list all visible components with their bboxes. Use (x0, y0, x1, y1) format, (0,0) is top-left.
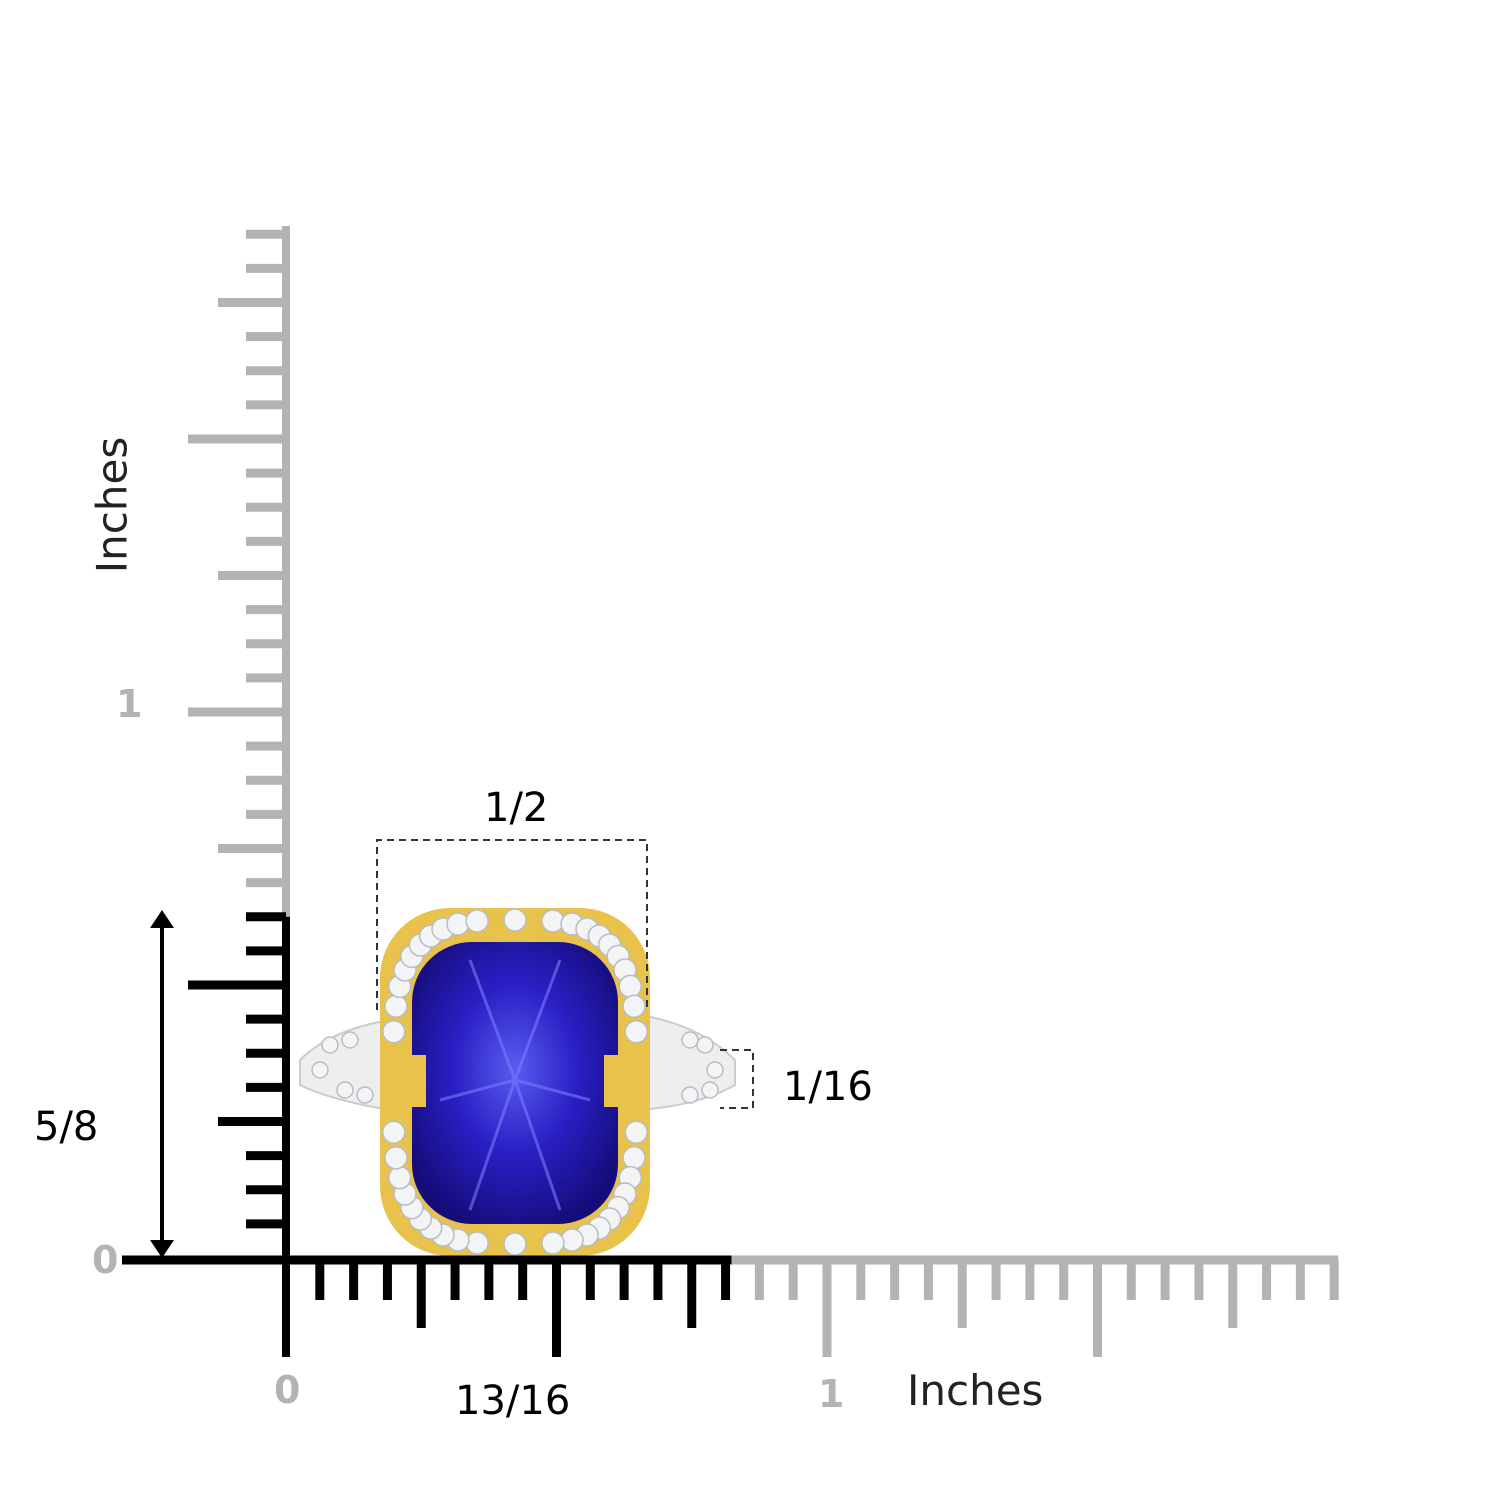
diamond-icon (622, 1146, 646, 1170)
diamond-icon (624, 1120, 649, 1145)
diamond-icon (681, 1031, 699, 1049)
diamond-icon (356, 1086, 374, 1104)
diamond-icon (560, 1228, 584, 1252)
vertical-ruler (188, 226, 290, 1258)
diamond-icon (701, 1081, 719, 1099)
vertical-tick-label-0: 0 (92, 1238, 119, 1282)
side-bar-setting (380, 1055, 426, 1107)
diamond-icon (384, 1146, 408, 1170)
diamond-icon (381, 1120, 406, 1145)
diamond-icon (336, 1081, 354, 1099)
band-width-bracket (720, 1049, 754, 1109)
diamond-icon (381, 1019, 406, 1044)
diamond-icon (706, 1061, 724, 1079)
ring-width-label: 13/16 (455, 1378, 571, 1424)
diamond-icon (387, 1165, 412, 1190)
diamond-icon (503, 908, 527, 932)
diamond-icon (321, 1036, 339, 1054)
vertical-tick-label-1: 1 (116, 682, 143, 726)
diamond-icon (624, 1019, 649, 1044)
diamond-icon (465, 909, 489, 933)
diamond-icon (465, 1231, 489, 1255)
vertical-unit-label: Inches (87, 436, 137, 574)
ring-image (299, 908, 736, 1256)
horizontal-unit-label: Inches (907, 1366, 1044, 1415)
diamond-icon (446, 912, 470, 936)
diamond-icon (696, 1036, 714, 1054)
height-arrow (150, 910, 174, 1258)
ring-height-label: 5/8 (34, 1104, 99, 1150)
diamond-icon (681, 1086, 699, 1104)
horizontal-tick-label-0: 0 (274, 1368, 301, 1412)
diamond-icon (503, 1232, 527, 1256)
dimension-guides (376, 839, 754, 1109)
horizontal-ruler (122, 1255, 1339, 1357)
top-width-bracket (376, 839, 648, 1010)
top-width-label: 1/2 (484, 785, 549, 831)
diamond-icon (541, 1231, 565, 1255)
diamond-icon (311, 1061, 329, 1079)
gem-facets (439, 959, 591, 1211)
horizontal-tick-label-1: 1 (818, 1372, 845, 1416)
diamond-icon (622, 994, 646, 1018)
arrow-up-icon (150, 910, 174, 928)
diamond-icon (541, 909, 565, 933)
side-bar-setting (604, 1055, 650, 1107)
diamond-icon (618, 974, 643, 999)
arrow-down-icon (150, 1240, 174, 1258)
band-width-label: 1/16 (783, 1064, 873, 1110)
diamond-icon (384, 994, 408, 1018)
diamond-icon (341, 1031, 359, 1049)
